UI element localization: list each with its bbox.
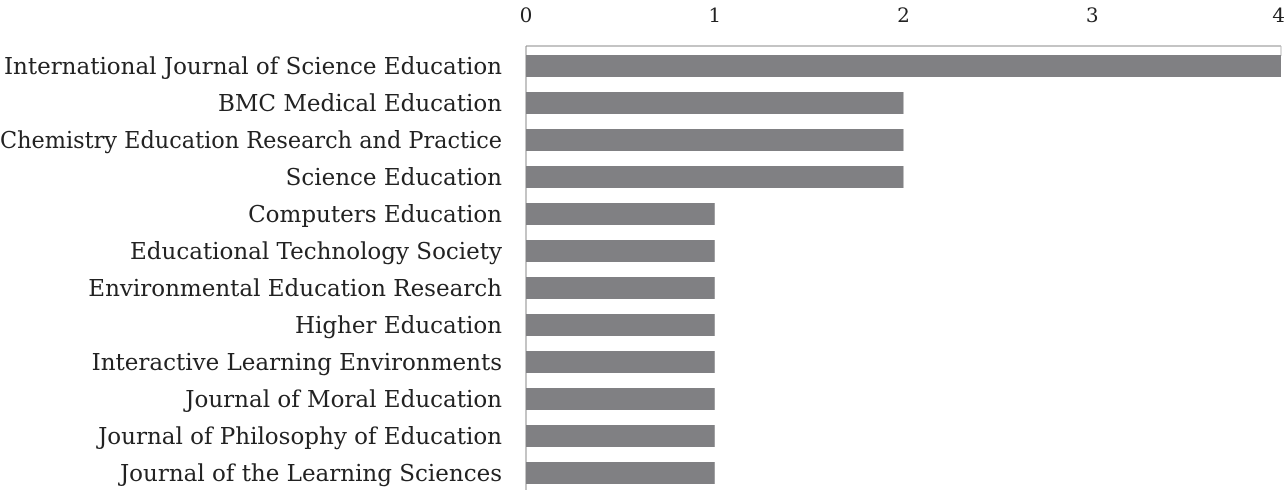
bars [526, 55, 1281, 484]
category-label: Journal of Philosophy of Education [96, 424, 502, 450]
category-label: Educational Technology Society [130, 239, 502, 265]
category-label: Journal of Moral Education [183, 387, 502, 413]
x-tick-label: 0 [520, 3, 533, 27]
x-tick-label: 3 [1086, 3, 1099, 27]
category-label: BMC Medical Education [218, 91, 502, 117]
x-tick-label: 4 [1272, 3, 1285, 27]
category-labels: International Journal of Science Educati… [0, 54, 502, 487]
category-label: Chemistry Education Research and Practic… [0, 128, 502, 154]
category-label: Interactive Learning Environments [92, 350, 502, 376]
bar [526, 92, 904, 114]
category-label: Environmental Education Research [88, 276, 502, 302]
category-label: Computers Education [248, 202, 502, 228]
bar [526, 277, 715, 299]
bar [526, 129, 904, 151]
x-tick-label: 2 [897, 3, 910, 27]
category-label: Higher Education [295, 313, 502, 339]
bar [526, 166, 904, 188]
category-label: Journal of the Learning Sciences [118, 461, 502, 487]
category-label: Science Education [286, 165, 503, 191]
bar [526, 55, 1281, 77]
bar [526, 425, 715, 447]
bar [526, 203, 715, 225]
bar [526, 388, 715, 410]
bar [526, 351, 715, 373]
x-axis-ticks: 0 1 2 3 4 [520, 3, 1285, 27]
bar [526, 240, 715, 262]
bar [526, 462, 715, 484]
x-tick-label: 1 [708, 3, 721, 27]
bar [526, 314, 715, 336]
category-label: International Journal of Science Educati… [4, 54, 502, 80]
